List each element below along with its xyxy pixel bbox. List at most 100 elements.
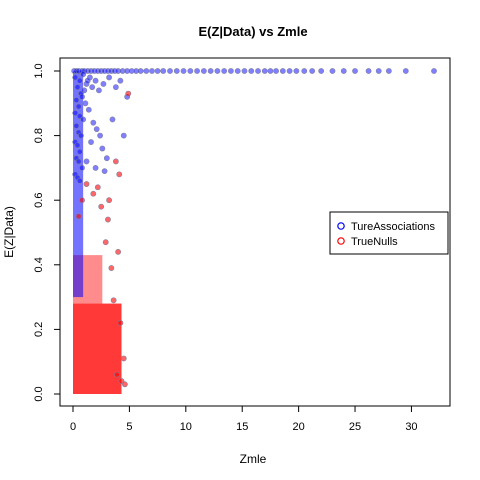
- true-nulls-point: [75, 213, 82, 220]
- true-nulls-point: [121, 381, 128, 388]
- true-associations-point: [234, 68, 241, 74]
- true-associations-point: [221, 68, 228, 74]
- true-nulls-point: [102, 239, 109, 246]
- true-associations-point: [74, 84, 81, 91]
- true-associations-point: [80, 71, 87, 78]
- true-associations-point: [80, 116, 87, 123]
- x-axis: 0 5 10 15 20 25 30: [70, 405, 418, 433]
- true-associations-point: [85, 106, 92, 113]
- legend-marker-true-associations: [337, 222, 345, 230]
- true-associations-point: [77, 132, 84, 139]
- true-associations-point: [97, 132, 103, 139]
- true-associations-point: [207, 68, 214, 74]
- true-associations-point: [100, 81, 107, 87]
- y-tick-label: 1.0: [33, 63, 45, 78]
- true-associations-point: [173, 68, 180, 74]
- true-associations-point: [261, 68, 268, 74]
- true-associations-point: [194, 68, 200, 74]
- true-associations-point: [167, 68, 173, 74]
- y-tick-label: 0.8: [33, 128, 45, 143]
- true-nulls-point: [112, 158, 119, 165]
- true-associations-point: [73, 123, 80, 129]
- x-tick-label: 10: [180, 421, 192, 433]
- y-tick-label: 0.0: [33, 386, 45, 401]
- true-nulls-dense-region: [73, 303, 122, 394]
- y-tick-label: 0.6: [33, 193, 45, 208]
- true-associations-point: [117, 77, 124, 84]
- x-tick-label: 15: [236, 421, 248, 433]
- true-associations-point: [82, 100, 89, 107]
- legend: TureAssociations TrueNulls: [329, 211, 449, 255]
- points-layer: [71, 68, 437, 388]
- legend-label-true-associations: TureAssociations: [351, 221, 435, 233]
- true-associations-point: [241, 68, 248, 74]
- true-associations-point: [309, 68, 316, 74]
- x-tick-label: 20: [293, 421, 305, 433]
- true-associations-point: [365, 68, 372, 74]
- true-nulls-point: [90, 190, 97, 197]
- true-associations-point: [301, 68, 308, 74]
- true-nulls-point: [117, 320, 124, 326]
- true-nulls-point: [116, 171, 123, 178]
- true-associations-point: [92, 164, 99, 171]
- true-associations-point: [352, 68, 358, 74]
- x-tick-label: 5: [126, 421, 132, 433]
- true-associations-point: [79, 164, 85, 171]
- true-associations-dense-column: [73, 71, 84, 298]
- true-nulls-point: [94, 184, 101, 191]
- true-nulls-point: [115, 248, 122, 255]
- true-associations-point: [93, 126, 100, 133]
- true-nulls-density-band: [73, 71, 122, 394]
- true-associations-point: [84, 77, 91, 84]
- true-associations-point: [137, 68, 144, 74]
- true-associations-point: [76, 148, 83, 155]
- true-associations-point: [106, 74, 112, 81]
- true-associations-point: [214, 68, 221, 74]
- true-associations-point: [99, 145, 106, 152]
- true-associations-point: [109, 116, 116, 123]
- y-axis-label: E(Z|Data): [2, 206, 16, 258]
- true-associations-point: [72, 74, 79, 81]
- true-associations-point: [74, 142, 81, 149]
- y-tick-label: 0.4: [33, 257, 45, 272]
- legend-label-true-nulls: TrueNulls: [351, 236, 398, 248]
- true-nulls-point: [125, 90, 132, 97]
- true-associations-point: [73, 97, 80, 103]
- true-associations-point: [279, 68, 286, 74]
- true-associations-point: [318, 68, 325, 74]
- true-nulls-point: [114, 371, 120, 378]
- true-associations-point: [76, 177, 83, 184]
- true-associations-point: [402, 68, 409, 74]
- true-associations-point: [76, 77, 83, 84]
- true-associations-point: [75, 103, 82, 110]
- true-associations-point: [103, 155, 110, 162]
- true-associations-point: [96, 87, 102, 94]
- true-nulls-point: [108, 265, 115, 271]
- true-associations-point: [340, 68, 347, 74]
- true-associations-point: [83, 158, 90, 165]
- legend-box: [329, 211, 449, 255]
- true-nulls-point: [120, 355, 127, 362]
- y-axis: 0.0 0.2 0.4 0.6 0.8 1.0: [33, 63, 61, 402]
- true-associations-point: [267, 68, 274, 74]
- true-associations-point: [187, 68, 194, 74]
- true-associations-point: [248, 68, 255, 74]
- true-associations-point: [385, 68, 392, 74]
- true-associations-point: [154, 68, 161, 74]
- x-axis-label: Zmle: [240, 452, 267, 466]
- x-tick-label: 0: [70, 421, 76, 433]
- true-associations-point: [375, 68, 382, 74]
- true-nulls-point: [105, 216, 111, 223]
- true-associations-point: [143, 68, 150, 74]
- true-nulls-point: [106, 197, 112, 204]
- true-nulls-point: [98, 203, 105, 210]
- true-associations-point: [88, 139, 94, 145]
- chart-title: E(Z|Data) vs Zmle: [198, 24, 307, 39]
- true-associations-point: [431, 68, 437, 74]
- true-associations-point: [101, 168, 108, 175]
- true-associations-point: [255, 68, 261, 74]
- true-associations-point: [160, 68, 167, 74]
- true-associations-point: [120, 132, 127, 139]
- true-associations-point: [75, 158, 82, 165]
- true-associations-point: [228, 68, 234, 74]
